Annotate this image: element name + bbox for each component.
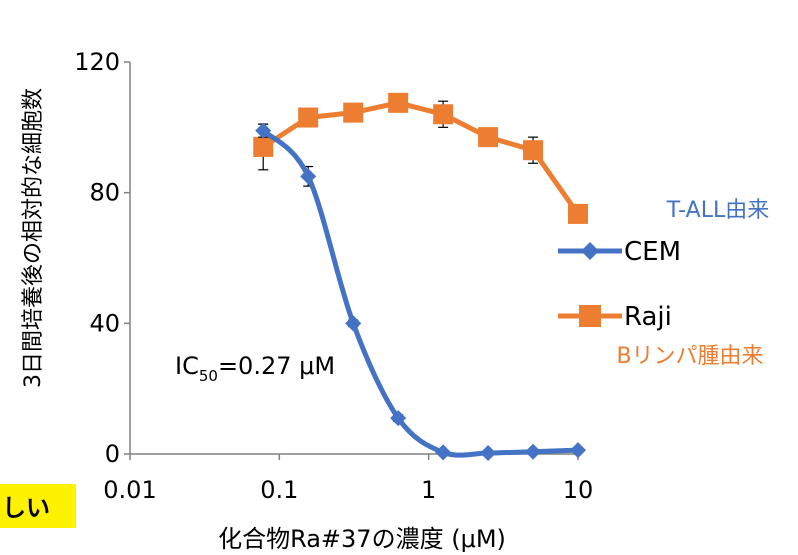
data-point bbox=[345, 315, 362, 332]
data-point bbox=[388, 92, 409, 113]
data-point bbox=[298, 107, 319, 128]
y-axis-label: 3日間培養後の相対的な細胞数 bbox=[21, 88, 46, 388]
data-point bbox=[255, 122, 272, 139]
ic50-annotation: IC50=0.27 μM bbox=[175, 352, 335, 385]
legend: CEM T-ALL由来 Raji Bリンパ腫由来 bbox=[558, 198, 769, 369]
ic50-label: IC bbox=[175, 352, 199, 380]
data-point bbox=[525, 443, 542, 460]
series-raji bbox=[253, 92, 588, 224]
legend-label: Raji bbox=[624, 302, 672, 332]
legend-note: T-ALL由来 bbox=[666, 198, 769, 223]
legend-item-raji: Raji Bリンパ腫由来 bbox=[558, 302, 764, 369]
ic50-value: =0.27 μM bbox=[218, 352, 335, 380]
y-tick-label: 120 bbox=[74, 48, 120, 76]
data-point bbox=[390, 410, 407, 427]
data-point bbox=[433, 104, 454, 125]
series-layer bbox=[253, 92, 588, 462]
x-tick-label: 0.01 bbox=[103, 476, 156, 504]
series-cem bbox=[255, 122, 586, 462]
legend-label: CEM bbox=[624, 237, 681, 267]
x-tick-label: 0.1 bbox=[260, 476, 298, 504]
data-point bbox=[478, 127, 499, 148]
data-point bbox=[300, 168, 317, 185]
highlight-text: しい bbox=[2, 494, 50, 522]
legend-note: Bリンパ腫由来 bbox=[616, 344, 763, 369]
axes: 0 40 80 120 0.01 0.1 1 10 bbox=[74, 48, 593, 504]
y-tick-label: 40 bbox=[89, 309, 120, 337]
ic50-subscript: 50 bbox=[199, 367, 218, 385]
data-point bbox=[435, 444, 452, 461]
x-tick-label: 1 bbox=[421, 476, 436, 504]
data-point bbox=[480, 445, 497, 462]
data-point bbox=[523, 140, 544, 161]
legend-swatch-marker bbox=[581, 242, 599, 260]
data-point bbox=[568, 203, 588, 224]
y-tick-label: 0 bbox=[105, 440, 120, 468]
highlight-box bbox=[0, 484, 76, 528]
x-axis-label: 化合物Ra#37の濃度 (μM) bbox=[218, 525, 506, 553]
legend-swatch-marker bbox=[579, 305, 601, 327]
legend-item-cem: CEM T-ALL由来 bbox=[558, 198, 769, 267]
data-point bbox=[570, 442, 586, 459]
data-point bbox=[253, 136, 274, 157]
data-point bbox=[343, 102, 364, 123]
y-tick-label: 80 bbox=[89, 179, 120, 207]
x-tick-label: 10 bbox=[563, 476, 594, 504]
